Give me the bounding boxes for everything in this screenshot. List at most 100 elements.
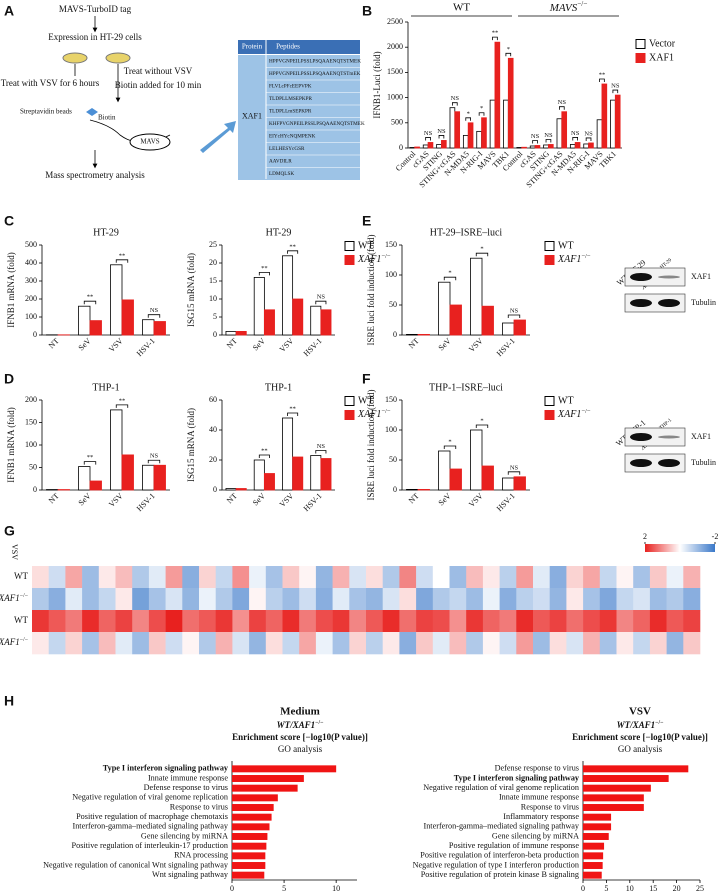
blot-frame: [624, 267, 686, 287]
category-label: Negative regulation of viral genome repl…: [72, 793, 228, 802]
category-label: Positive regulation of interferon-beta p…: [420, 851, 579, 860]
sig-label: *: [448, 270, 451, 277]
sig-bracket: [612, 89, 619, 94]
heat-cell: [399, 566, 417, 589]
heat-cell: [115, 566, 133, 589]
heat-cell: [265, 610, 283, 633]
heat-cell: [633, 566, 651, 589]
bar: [467, 122, 474, 149]
legend-label: WT: [358, 240, 374, 251]
sig-label: **: [289, 243, 296, 250]
bar: [614, 94, 621, 149]
heat-cell: [399, 588, 417, 611]
y-tick-label: 20: [209, 455, 217, 464]
y-axis-label: ISRE luci fold induction (fold): [366, 235, 376, 346]
y-tick-label: 100: [25, 440, 37, 449]
category-label: Inflammatory response: [503, 812, 579, 821]
sig-label: NS: [584, 130, 593, 137]
sig-bracket: [492, 36, 498, 41]
sig-label: **: [87, 294, 94, 301]
x-tick-label: SeV: [251, 336, 267, 352]
heat-cell: [115, 610, 133, 633]
x-tick-label: VSV: [278, 336, 296, 354]
group-label: MAVS−/−: [549, 0, 588, 14]
chart-title: HT-29–ISRE–luci: [430, 227, 503, 238]
sig-bracket: [572, 137, 578, 141]
bar: [574, 142, 581, 149]
chart-title: THP-1: [92, 382, 119, 393]
heat-cell: [449, 566, 467, 589]
row-label: XAF1−/−: [0, 637, 29, 647]
legend-label: WT: [558, 395, 574, 406]
sig-bracket: [475, 424, 489, 428]
heat-cell: [466, 566, 484, 589]
legend-swatch: [344, 410, 355, 420]
bar: [583, 784, 651, 792]
bar: [476, 130, 482, 149]
sig-label: *: [507, 46, 510, 53]
panel-label: H: [4, 693, 14, 709]
heat-cell: [549, 566, 567, 589]
bar: [470, 257, 483, 336]
heat-cell: [432, 610, 450, 633]
sig-bracket: [465, 117, 471, 121]
table-header: [238, 40, 360, 54]
x-axis-label: Enrichment score [−log10(P value)]: [232, 732, 368, 742]
axis: [401, 400, 530, 491]
heat-cell: [182, 588, 200, 611]
sig-label: NS: [531, 133, 540, 140]
caption: GO analysis: [618, 744, 663, 754]
blot-frame: [624, 293, 686, 313]
heat-cell: [666, 566, 684, 589]
sig-bracket: [585, 137, 592, 141]
y-axis-label: IFNB1 mRNA (fold): [6, 252, 16, 328]
heat-cell: [516, 566, 534, 589]
heat-cell: [466, 610, 484, 633]
sig-label: NS: [150, 307, 159, 314]
heat-cell: [282, 566, 300, 589]
bar: [253, 276, 265, 336]
sig-bracket: [545, 139, 552, 143]
sig-label: NS: [510, 307, 519, 314]
y-tick-label: 5: [213, 312, 217, 321]
heat-cell: [599, 566, 617, 589]
bar: [232, 813, 272, 821]
y-tick-label: 1500: [387, 67, 403, 76]
bar: [556, 118, 563, 149]
x-tick-label: SeV: [437, 336, 453, 352]
y-tick-label: 0: [33, 485, 37, 494]
heat-cell: [165, 610, 183, 633]
bar: [462, 134, 469, 149]
heat-cell: [199, 610, 216, 633]
bar: [436, 144, 442, 149]
bar: [232, 794, 278, 802]
heat-cell: [416, 588, 434, 611]
panel-label: G: [4, 523, 15, 539]
bar: [583, 823, 612, 831]
chart-title: VSV: [629, 706, 651, 718]
heat-cell: [649, 632, 667, 655]
heat-cell: [533, 566, 550, 589]
bar: [417, 333, 430, 336]
sig-bracket: [452, 102, 458, 106]
heat-cell: [65, 610, 83, 633]
step: Expression in HT-29 cells: [48, 32, 142, 42]
y-tick-label: 0: [393, 330, 397, 339]
heat-cell: [215, 632, 233, 655]
heat-cell: [315, 566, 333, 589]
category-label: Positive regulation of protein kinase B …: [421, 870, 579, 879]
bar: [320, 458, 332, 491]
heat-cell: [65, 588, 83, 611]
y-tick-label: 400: [25, 258, 37, 267]
step: Biotin: [98, 114, 116, 122]
chart-title: HT-29: [93, 227, 119, 238]
bar: [417, 488, 430, 491]
heat-cell: [32, 566, 49, 589]
heat-cell: [182, 566, 200, 589]
heat-cell: [566, 610, 584, 633]
heat-cell: [366, 632, 383, 655]
x-tick-label: VSV: [107, 336, 125, 354]
band: [630, 273, 652, 281]
x-tick-label: NT: [47, 336, 61, 350]
bar: [153, 321, 166, 336]
